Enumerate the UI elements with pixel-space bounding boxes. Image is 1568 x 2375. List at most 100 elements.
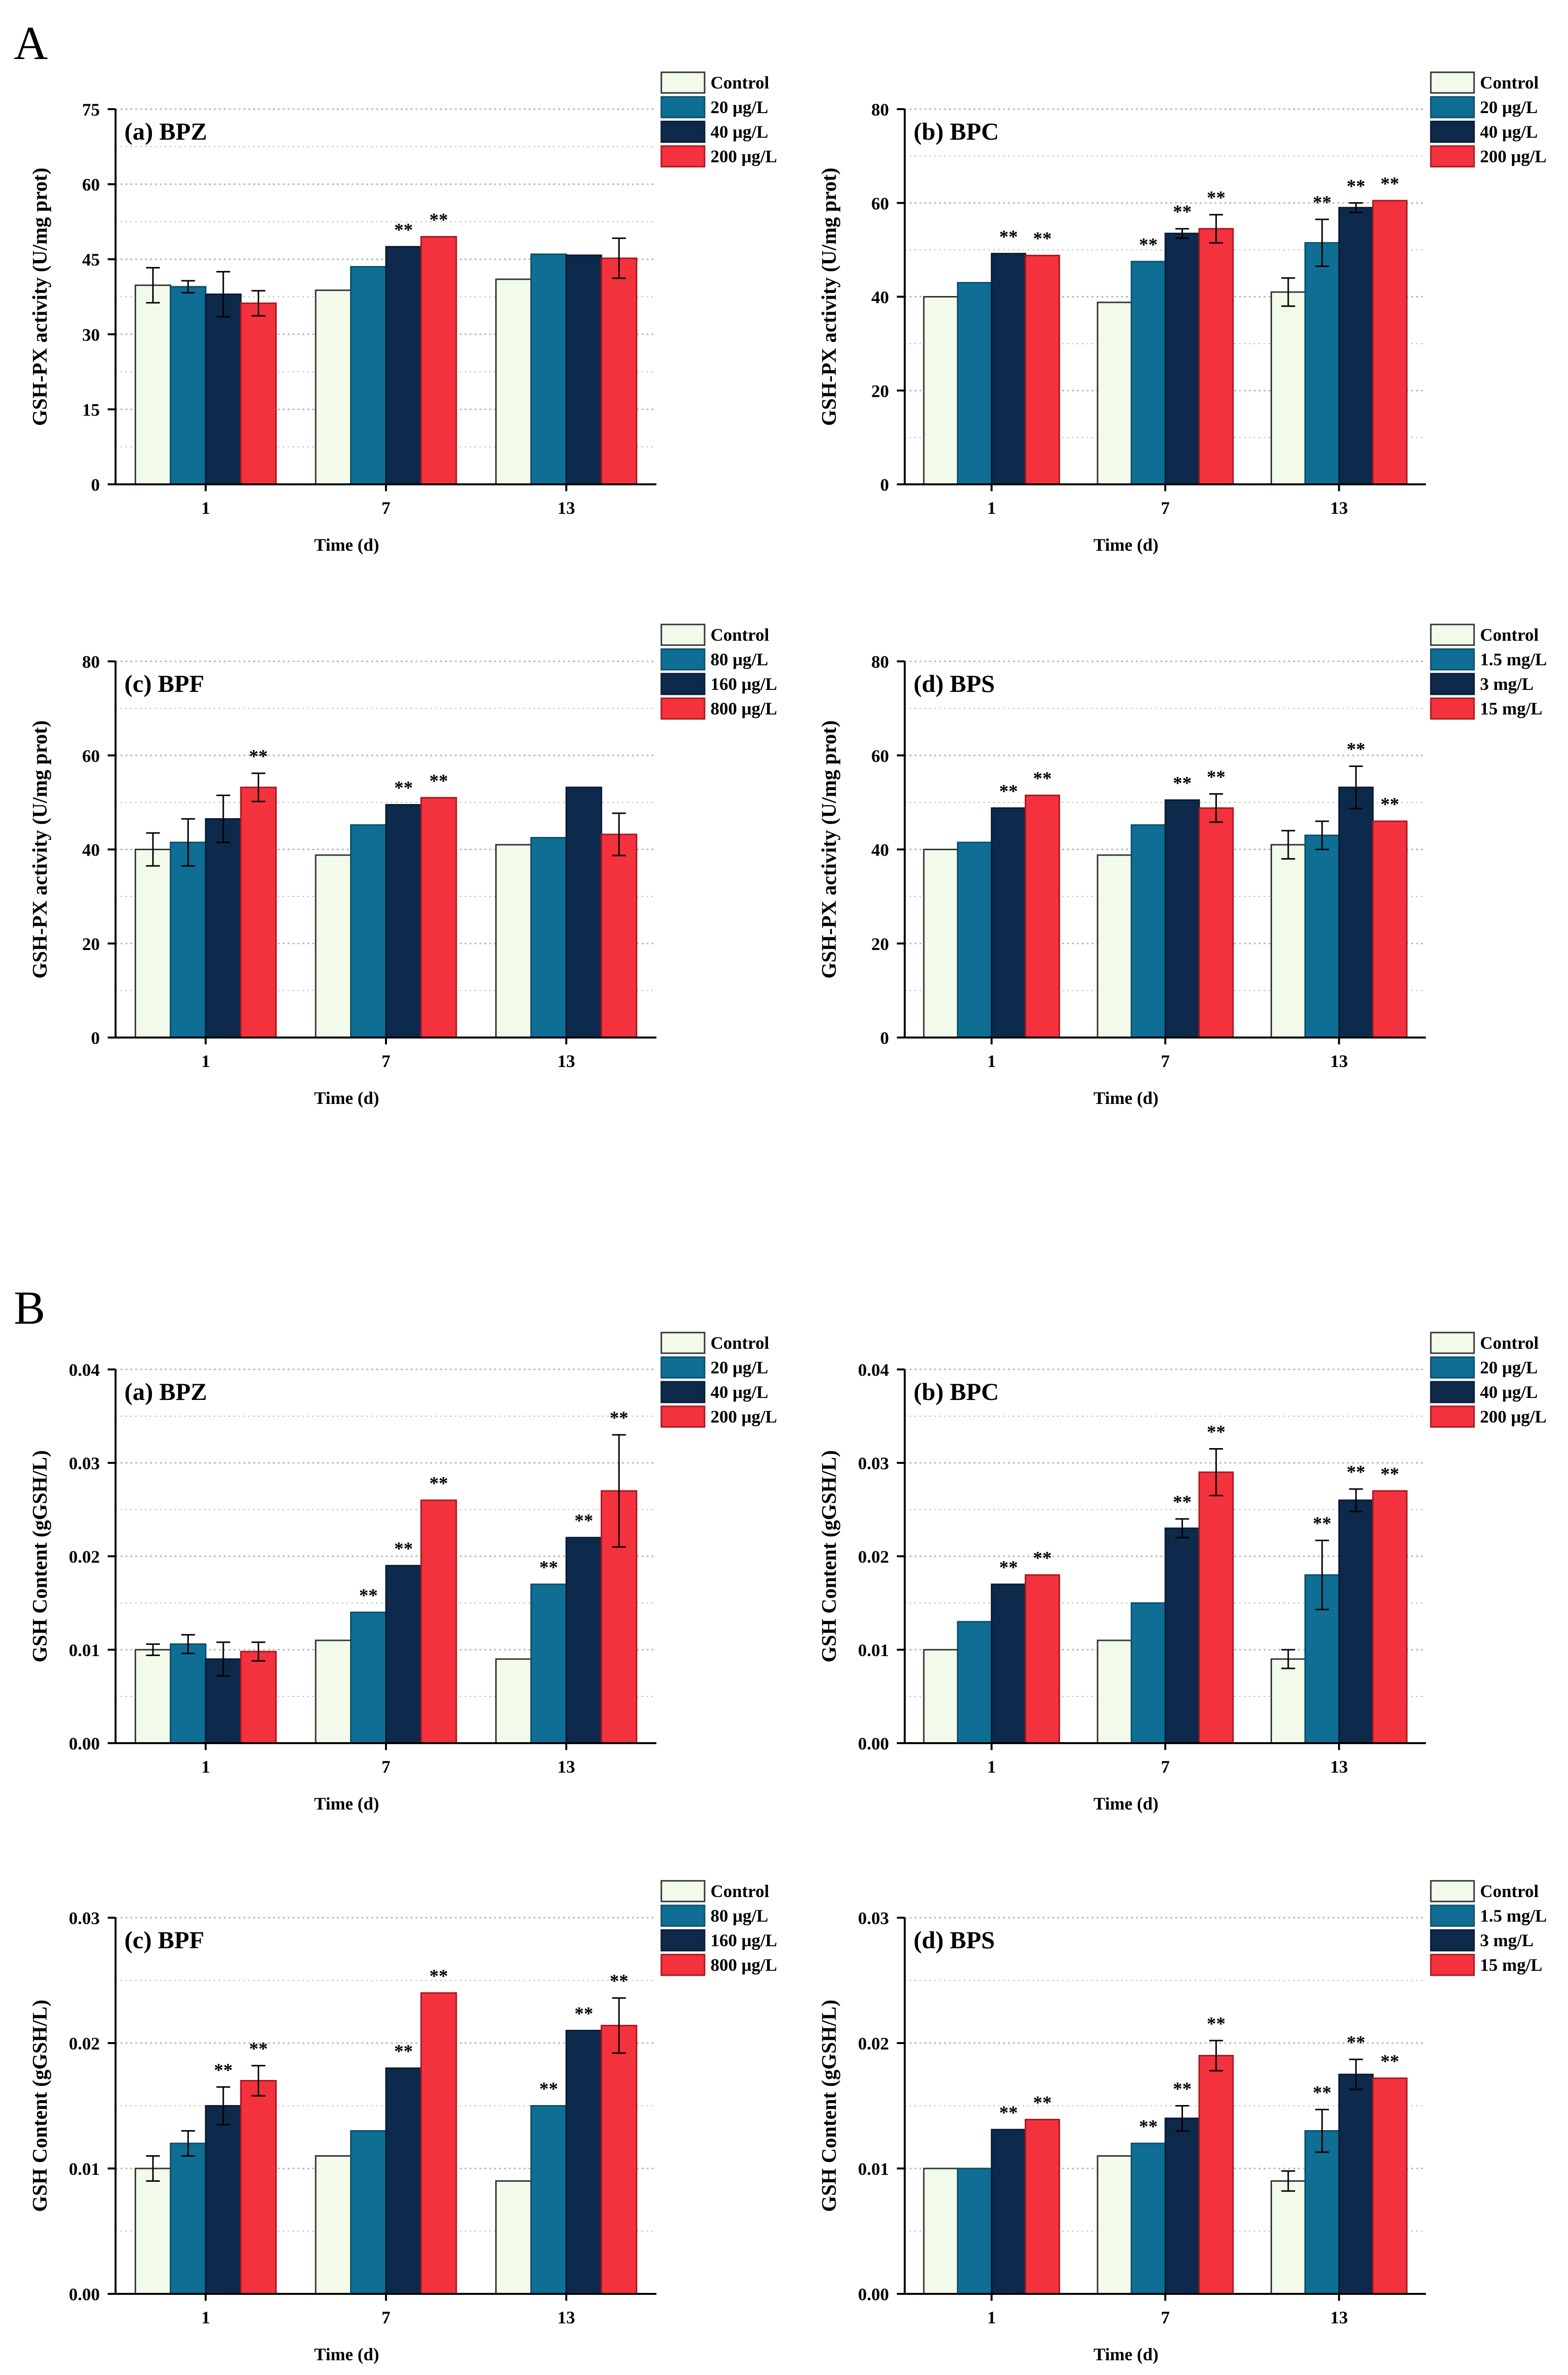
significance-mark: ** (1207, 1422, 1225, 1443)
x-tick-label: 1 (201, 498, 210, 518)
bar--a-bpz-13-s0 (495, 1658, 532, 1744)
y-tick-label: 0.04 (858, 1360, 889, 1380)
significance-mark: ** (1347, 176, 1365, 197)
x-tick-label: 13 (558, 498, 575, 518)
legend-label: 20 μg/L (710, 1358, 768, 1377)
bar--a-bpz-7-s2 (385, 246, 422, 485)
legend-label: 200 μg/L (710, 1407, 777, 1426)
y-tick-label: 0 (880, 475, 889, 495)
y-tick-label: 0.00 (858, 2285, 889, 2304)
chart-panel-4: ** ** 1 ** ** 7 ** ** 13 0 20 40 60 80 Time (d) GSH-PX … (818, 623, 1547, 1108)
bar--d-bps-1-s0 (923, 2167, 959, 2295)
significance-mark: ** (574, 2004, 593, 2024)
bar--d-bps-13-s1 (1304, 834, 1340, 1039)
significance-mark: ** (1347, 2032, 1365, 2053)
legend-label: 200 μg/L (1480, 147, 1546, 166)
bar--d-bps-1-s2 (991, 2129, 1027, 2295)
significance-mark: ** (1173, 1492, 1191, 1513)
bar--d-bps-1-s0 (923, 849, 959, 1039)
legend-swatch (1430, 145, 1475, 168)
y-tick-label: 0.02 (858, 1547, 889, 1567)
significance-mark: ** (539, 1557, 558, 1578)
bar--a-bpz-7-s0 (315, 1639, 352, 1744)
bar--b-bpc-1-s0 (923, 296, 959, 485)
significance-mark: ** (429, 1966, 448, 1987)
y-tick-label: 0.02 (69, 2034, 100, 2053)
bar--a-bpz-1-s3 (240, 1651, 277, 1744)
x-tick-label: 7 (1161, 498, 1170, 518)
y-tick-label: 0.03 (69, 1454, 100, 1473)
charts-container: 1 ** ** 7 13 0 15 30 45 60 75 Time (d) GSH-PX activi… (29, 71, 1547, 2364)
legend-swatch (660, 1332, 706, 1354)
significance-mark: ** (249, 2039, 268, 2059)
legend-label: 15 mg/L (1480, 1955, 1542, 1975)
legend-swatch (660, 1381, 706, 1403)
bar--b-bpc-1-s3 (1025, 1574, 1060, 1744)
bar--c-bpf-13-s1 (530, 837, 567, 1039)
bar--c-bpf-13-s3 (600, 833, 638, 1039)
y-tick-label: 15 (82, 400, 100, 419)
bar--b-bpc-13-s0 (1271, 1658, 1306, 1744)
bar--c-bpf-1-s3 (240, 786, 277, 1039)
bar--d-bps-1-s3 (1025, 2119, 1060, 2295)
bar--c-bpf-13-s0 (495, 2180, 532, 2295)
panel-title: (b) BPC (914, 1378, 999, 1405)
y-tick-label: 0.01 (69, 1640, 100, 1660)
significance-mark: ** (249, 746, 268, 767)
y-tick-label: 20 (871, 934, 889, 954)
panel-title: (c) BPF (124, 670, 204, 697)
y-axis-title: GSH-PX activity (U/mg prot) (818, 168, 841, 426)
bar--b-bpc-1-s3 (1025, 255, 1060, 485)
bar--b-bpc-7-s1 (1130, 1602, 1166, 1744)
y-tick-label: 0 (91, 475, 100, 495)
legend-swatch (660, 1405, 706, 1428)
bar--d-bps-1-s3 (1025, 795, 1060, 1039)
bar--b-bpc-1-s2 (991, 253, 1027, 485)
y-tick-label: 60 (82, 746, 100, 766)
legend-swatch (660, 623, 706, 646)
panel-title: (c) BPF (124, 1926, 204, 1954)
significance-mark: ** (1207, 188, 1225, 208)
legend-label: Control (1480, 1881, 1538, 1901)
bar--c-bpf-7-s1 (350, 824, 387, 1039)
significance-mark: ** (394, 1539, 413, 1559)
bar--a-bpz-13-s2 (565, 254, 602, 485)
significance-mark: ** (1033, 2093, 1052, 2113)
significance-mark: ** (1033, 1548, 1052, 1569)
legend-swatch (660, 120, 706, 143)
y-tick-label: 0 (91, 1028, 100, 1048)
significance-mark: ** (1033, 229, 1052, 249)
legend-label: 80 μg/L (710, 650, 768, 669)
legend-label: 800 μg/L (710, 1955, 777, 1975)
bar--b-bpc-13-s2 (1338, 207, 1374, 485)
x-tick-label: 13 (558, 2308, 575, 2327)
legend-swatch (1430, 1954, 1475, 1976)
panel-title: (a) BPZ (124, 118, 207, 145)
legend-swatch (1430, 1381, 1475, 1403)
y-tick-label: 40 (871, 288, 889, 307)
legend-label: 40 μg/L (710, 122, 768, 142)
bar--c-bpf-7-s2 (385, 2067, 422, 2295)
significance-mark: ** (1313, 1514, 1331, 1534)
legend-label: 800 μg/L (710, 699, 777, 718)
significance-mark: ** (214, 2060, 233, 2080)
legend-swatch (1430, 1929, 1475, 1952)
y-tick-label: 0.03 (69, 1908, 100, 1928)
significance-mark: ** (999, 781, 1018, 802)
bar--d-bps-13-s2 (1338, 786, 1374, 1039)
significance-mark: ** (1139, 235, 1158, 255)
bar--c-bpf-1-s3 (240, 2080, 277, 2295)
legend-label: 80 μg/L (710, 1906, 768, 1926)
legend-label: 160 μg/L (710, 674, 777, 694)
y-tick-label: 80 (871, 100, 889, 119)
significance-mark: ** (610, 1408, 628, 1428)
x-tick-label: 1 (987, 1051, 996, 1071)
legend-label: 40 μg/L (1480, 1382, 1538, 1402)
y-tick-label: 40 (82, 840, 100, 860)
legend-swatch (660, 673, 706, 695)
bar--d-bps-13-s3 (1372, 820, 1408, 1039)
legend-label: 20 μg/L (710, 97, 768, 117)
bar--c-bpf-13-s2 (565, 786, 602, 1039)
bar--a-bpz-13-s1 (530, 1583, 567, 1744)
legend-swatch (660, 1356, 706, 1379)
